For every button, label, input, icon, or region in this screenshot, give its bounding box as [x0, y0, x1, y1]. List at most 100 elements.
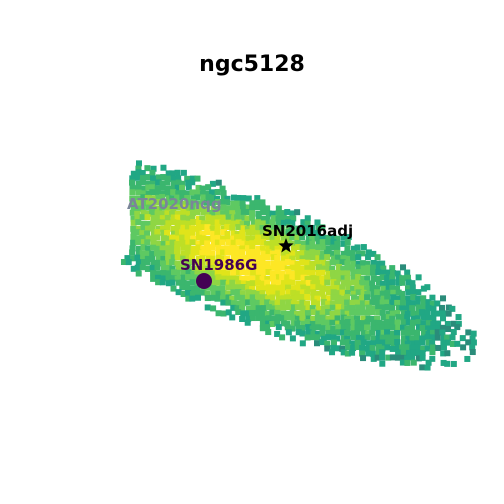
emission-pixel [125, 259, 132, 266]
emission-pixel [170, 219, 177, 226]
emission-pixel [299, 265, 306, 272]
emission-pixel [365, 315, 372, 322]
emission-pixel [204, 304, 211, 311]
emission-pixel [224, 249, 231, 256]
emission-pixel [340, 305, 347, 312]
emission-pixel [129, 245, 136, 252]
emission-pixel [389, 274, 396, 281]
emission-pixel [444, 350, 451, 357]
emission-pixel [275, 274, 282, 281]
emission-pixel [200, 245, 207, 252]
emission-pixel [254, 309, 261, 316]
emission-pixel [354, 330, 361, 337]
emission-pixel [165, 245, 172, 252]
emission-pixel [285, 254, 292, 261]
emission-pixel [135, 235, 142, 242]
emission-pixel [174, 214, 181, 221]
emission-pixel [340, 329, 347, 336]
emission-pixel [319, 265, 326, 272]
emission-pixel [225, 205, 232, 212]
emission-pixel [274, 235, 281, 242]
emission-pixel [199, 289, 206, 296]
emission-pixel [399, 290, 406, 297]
emission-pixel [340, 270, 347, 277]
emission-pixel [260, 305, 267, 312]
emission-pixel [249, 280, 256, 287]
emission-pixel [170, 205, 177, 212]
emission-pixel [339, 339, 346, 346]
emission-pixel [229, 249, 236, 256]
sn2016adj-star-marker [278, 238, 294, 253]
emission-pixel [120, 259, 127, 266]
emission-pixel [265, 219, 272, 226]
emission-pixel [204, 290, 211, 297]
emission-pixel [184, 224, 191, 231]
emission-pixel [430, 344, 437, 351]
emission-pixel [389, 299, 396, 306]
emission-pixel [375, 269, 382, 276]
emission-pixel [370, 325, 377, 332]
emission-pixel [379, 324, 386, 331]
emission-pixel [235, 224, 242, 231]
emission-pixel [214, 205, 221, 212]
emission-pixel [375, 344, 382, 351]
emission-pixel [340, 309, 347, 316]
emission-pixel [180, 204, 187, 211]
emission-pixel [314, 244, 321, 251]
emission-pixel [355, 260, 362, 267]
emission-pixel [144, 245, 151, 252]
emission-pixel [420, 299, 427, 306]
emission-pixel [195, 244, 202, 251]
emission-pixel [299, 330, 306, 337]
emission-pixel [399, 344, 406, 351]
emission-pixel [419, 339, 426, 346]
emission-pixel [245, 254, 252, 261]
emission-pixel [149, 224, 156, 231]
emission-pixel [284, 324, 291, 331]
emission-pixel [204, 205, 211, 212]
emission-pixel [130, 255, 137, 262]
emission-pixel [405, 319, 412, 326]
emission-pixel [365, 264, 372, 271]
emission-pixel [294, 260, 301, 267]
emission-pixel [199, 259, 206, 266]
emission-pixel [310, 315, 317, 322]
emission-pixel [220, 279, 227, 286]
emission-pixel [270, 264, 277, 271]
emission-pixel [160, 265, 167, 272]
emission-pixel [205, 270, 212, 277]
emission-pixel [264, 310, 271, 317]
emission-pixel [460, 344, 467, 351]
emission-pixel [185, 204, 192, 211]
emission-pixel [269, 284, 276, 291]
emission-pixel [434, 329, 441, 336]
emission-pixel [395, 279, 402, 286]
emission-pixel [324, 274, 331, 281]
emission-pixel [390, 335, 397, 342]
emission-pixel [295, 329, 302, 336]
emission-pixel [234, 205, 241, 212]
emission-pixel [385, 269, 392, 276]
emission-pixel [325, 325, 332, 332]
emission-pixel [354, 320, 361, 327]
emission-pixel [290, 289, 297, 296]
emission-pixel [270, 260, 277, 267]
emission-pixel [250, 264, 257, 271]
emission-pixel [324, 340, 331, 347]
emission-pixel [324, 254, 331, 261]
emission-pixel [245, 280, 252, 287]
emission-pixel [340, 255, 347, 262]
emission-pixel [385, 354, 392, 361]
emission-pixel [204, 240, 211, 247]
emission-pixel [359, 285, 366, 292]
emission-pixel [325, 260, 332, 267]
emission-pixel [169, 234, 176, 241]
emission-pixel [449, 334, 456, 341]
emission-pixel [254, 195, 261, 202]
emission-pixel [419, 364, 426, 371]
emission-pixel [299, 325, 306, 332]
emission-pixel [155, 254, 162, 261]
emission-pixel [449, 340, 456, 347]
emission-pixel [150, 270, 157, 277]
emission-pixel [239, 235, 246, 242]
